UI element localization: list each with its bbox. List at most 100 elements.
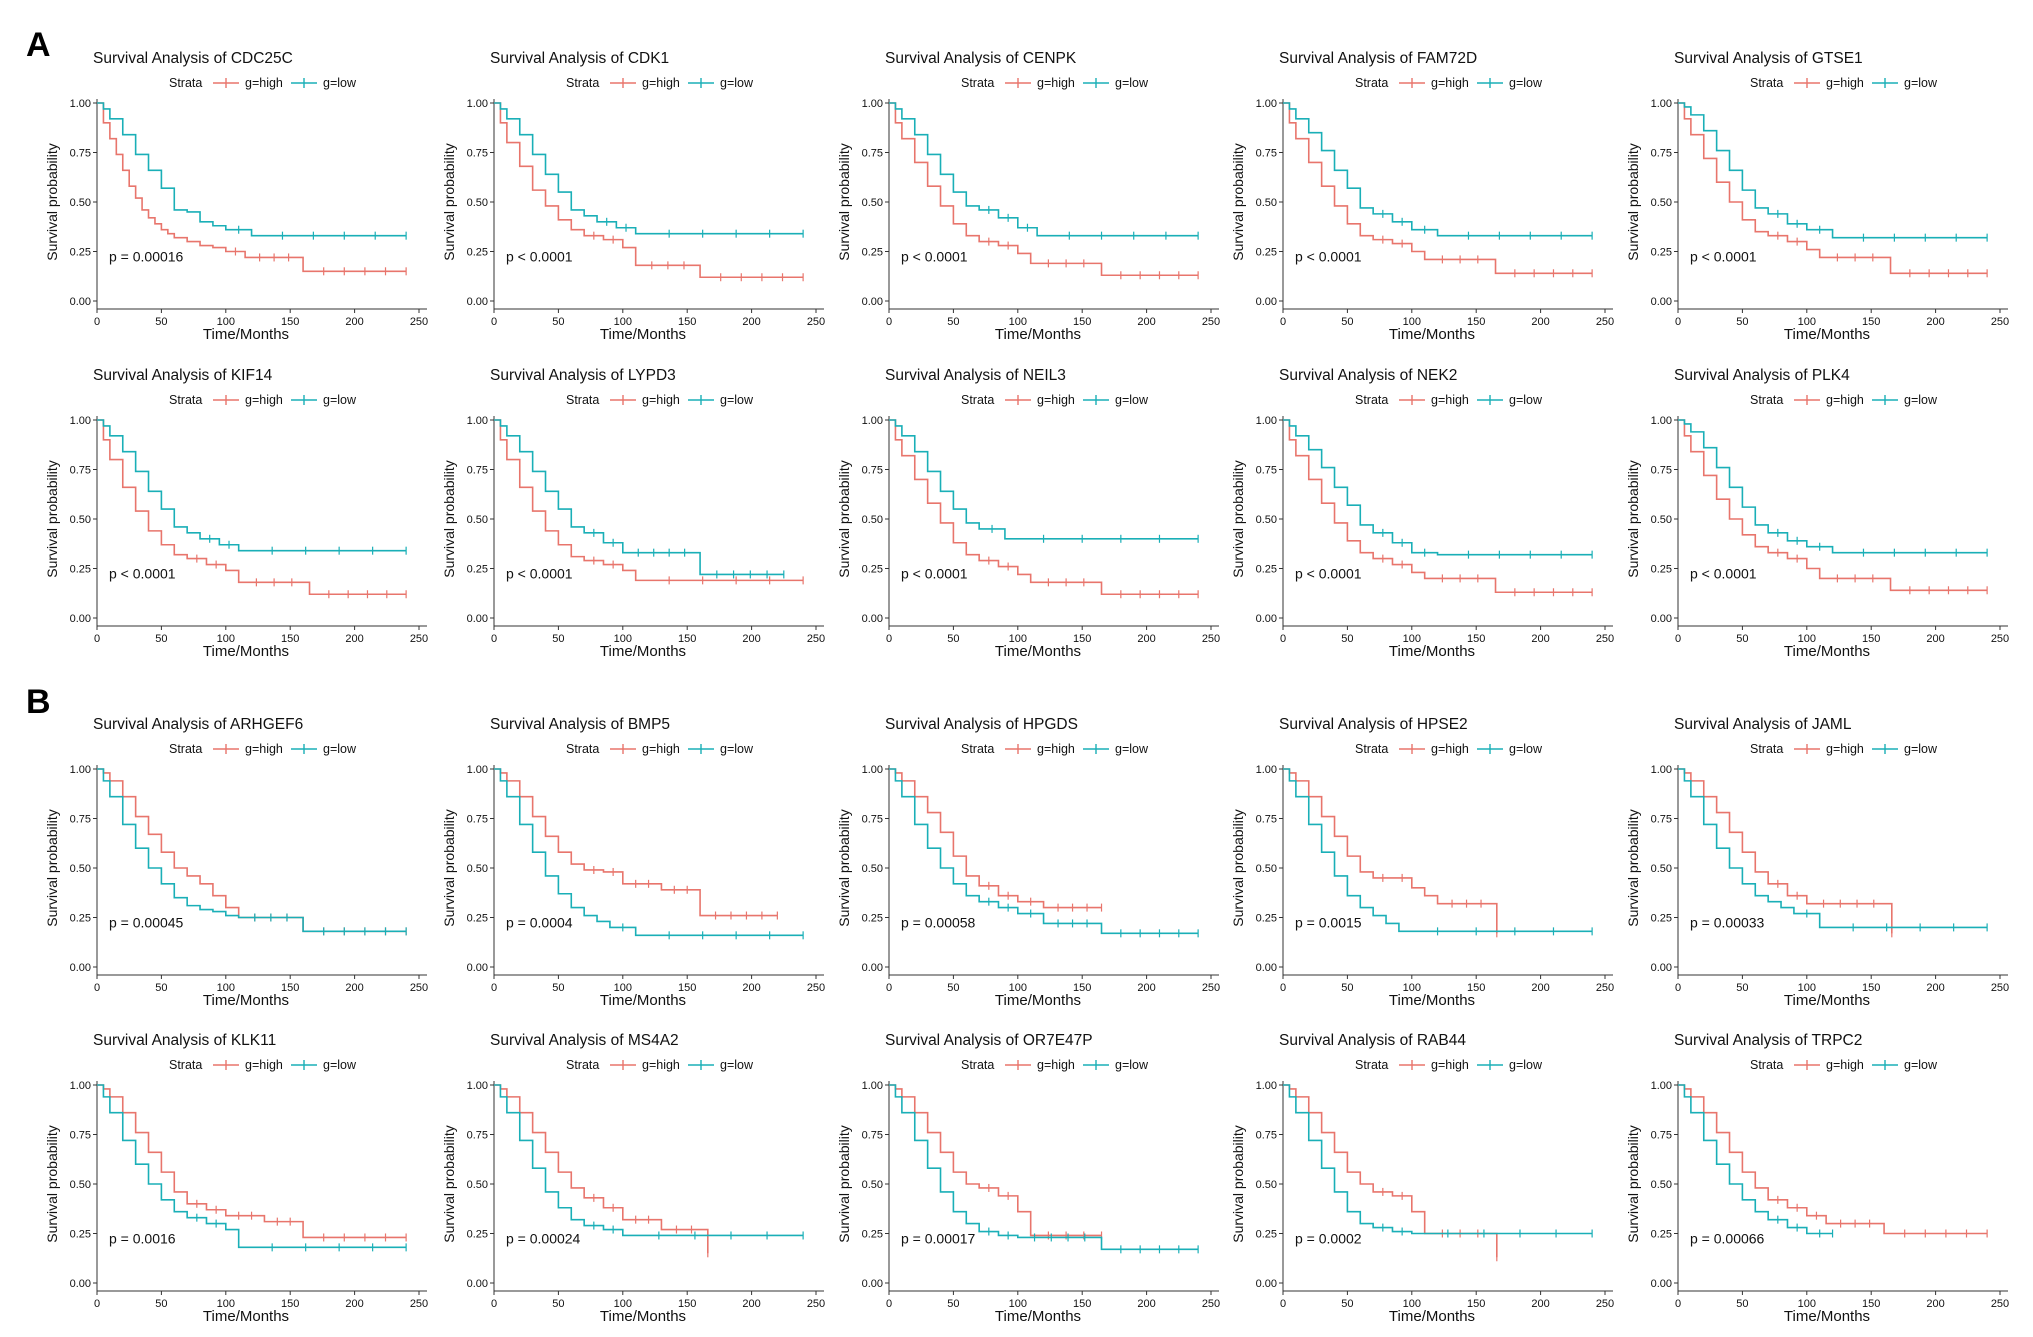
survival-curve-low <box>1283 419 1593 556</box>
x-tick-label: 250 <box>410 982 428 994</box>
x-tick-label: 0 <box>491 633 497 645</box>
legend-label-low: g=low <box>1904 742 1938 756</box>
y-tick-label: 0.75 <box>862 1130 883 1142</box>
y-tick-label: 0.75 <box>70 148 91 160</box>
x-tick-label: 50 <box>1736 982 1748 994</box>
x-tick-label: 200 <box>742 633 760 645</box>
p-value: p = 0.00016 <box>109 248 184 264</box>
y-tick-label: 0.50 <box>1651 863 1672 875</box>
legend-title: Strata <box>566 76 599 90</box>
survival-curve-low <box>97 768 407 933</box>
legend-title: Strata <box>961 742 994 756</box>
y-tick-label: 0.25 <box>467 247 488 259</box>
legend-label-low: g=low <box>720 393 754 407</box>
x-tick-label: 50 <box>552 1298 564 1310</box>
legend-title: Strata <box>1355 742 1388 756</box>
y-tick-label: 0.25 <box>1651 247 1672 259</box>
x-tick-label: 250 <box>1596 1298 1614 1310</box>
x-tick-label: 200 <box>345 316 363 328</box>
x-tick-label: 250 <box>1596 982 1614 994</box>
x-tick-label: 150 <box>1073 316 1091 328</box>
x-tick-label: 100 <box>1798 633 1816 645</box>
legend-label-low: g=low <box>1115 393 1149 407</box>
x-tick-label: 50 <box>552 982 564 994</box>
km-chart-bmp5: Survival Analysis of BMP5 Strata g=high g=l… <box>441 716 825 1009</box>
y-tick-label: 0.50 <box>1651 197 1672 209</box>
y-tick-label: 1.00 <box>467 1080 488 1092</box>
x-tick-label: 150 <box>1862 633 1880 645</box>
y-tick-label: 0.00 <box>1651 613 1672 625</box>
x-tick-label: 100 <box>1403 316 1421 328</box>
y-tick-label: 0.50 <box>862 1179 883 1191</box>
legend-label-high: g=high <box>642 742 680 756</box>
survival-curve-high <box>1283 768 1498 934</box>
survival-curve-low <box>494 1084 804 1237</box>
x-axis-label: Time/Months <box>1389 326 1475 343</box>
x-tick-label: 0 <box>1675 633 1681 645</box>
x-tick-label: 0 <box>886 982 892 994</box>
survival-curve-high <box>97 768 407 933</box>
x-axis-label: Time/Months <box>203 326 289 343</box>
legend-title: Strata <box>961 393 994 407</box>
y-tick-label: 0.00 <box>70 1278 91 1290</box>
chart-title: Survival Analysis of FAM72D <box>1279 50 1477 67</box>
legend-label-high: g=high <box>245 742 283 756</box>
legend-label-low: g=low <box>1115 742 1149 756</box>
x-axis-label: Time/Months <box>995 992 1081 1009</box>
x-tick-label: 100 <box>614 1298 632 1310</box>
x-tick-label: 150 <box>1467 1298 1485 1310</box>
y-tick-label: 0.75 <box>70 1130 91 1142</box>
survival-curve-low <box>1283 102 1593 237</box>
x-tick-label: 150 <box>678 316 696 328</box>
y-tick-label: 1.00 <box>1651 415 1672 427</box>
p-value: p < 0.0001 <box>1690 248 1757 264</box>
y-tick-label: 1.00 <box>862 98 883 110</box>
survival-curve-low <box>494 102 804 235</box>
legend-title: Strata <box>1750 393 1783 407</box>
legend-label-low: g=low <box>1904 1058 1938 1072</box>
survival-curve-high <box>97 1084 407 1239</box>
km-chart-ms4a2: Survival Analysis of MS4A2 Strata g=high g=… <box>441 1032 825 1325</box>
y-tick-label: 0.75 <box>467 465 488 477</box>
x-tick-label: 150 <box>678 1298 696 1310</box>
x-tick-label: 100 <box>1009 982 1027 994</box>
y-tick-label: 0.25 <box>1651 913 1672 925</box>
x-tick-label: 200 <box>345 1298 363 1310</box>
y-tick-label: 1.00 <box>862 764 883 776</box>
x-tick-label: 150 <box>1862 1298 1880 1310</box>
survival-curve-high <box>889 419 1199 596</box>
chart-title: Survival Analysis of OR7E47P <box>885 1032 1093 1049</box>
y-tick-label: 1.00 <box>862 1080 883 1092</box>
survival-curve-low <box>889 102 1199 237</box>
chart-title: Survival Analysis of NEIL3 <box>885 367 1066 384</box>
x-tick-label: 100 <box>217 633 235 645</box>
x-tick-label: 150 <box>1467 316 1485 328</box>
survival-curve-high <box>1283 102 1593 275</box>
y-tick-label: 0.00 <box>467 1278 488 1290</box>
km-chart-rab44: Survival Analysis of RAB44 Strata g=high g=… <box>1230 1032 1614 1325</box>
x-axis-label: Time/Months <box>1389 1308 1475 1325</box>
legend-label-high: g=high <box>1431 742 1469 756</box>
x-tick-label: 250 <box>1202 316 1220 328</box>
chart-title: Survival Analysis of BMP5 <box>490 716 670 733</box>
km-chart-fam72d: Survival Analysis of FAM72D Strata g=high g… <box>1230 50 1614 343</box>
x-tick-label: 200 <box>1531 316 1549 328</box>
x-tick-label: 150 <box>1073 1298 1091 1310</box>
y-axis-label: Survival probability <box>441 809 457 927</box>
x-tick-label: 200 <box>1926 1298 1944 1310</box>
x-tick-label: 0 <box>491 1298 497 1310</box>
legend-title: Strata <box>1355 76 1388 90</box>
km-chart-trpc2: Survival Analysis of TRPC2 Strata g=high g=… <box>1625 1032 2009 1325</box>
panel-a-label: A <box>26 26 51 64</box>
legend-title: Strata <box>169 742 202 756</box>
x-tick-label: 200 <box>1531 633 1549 645</box>
x-tick-label: 0 <box>1280 982 1286 994</box>
p-value: p = 0.00017 <box>901 1230 976 1246</box>
survival-curve-high <box>494 768 778 917</box>
legend-label-low: g=low <box>323 393 357 407</box>
y-tick-label: 0.25 <box>862 1229 883 1241</box>
y-axis-label: Survival probability <box>1625 809 1641 927</box>
legend-title: Strata <box>1355 393 1388 407</box>
legend-label-low: g=low <box>1904 393 1938 407</box>
survival-curve-low <box>889 1084 1199 1251</box>
